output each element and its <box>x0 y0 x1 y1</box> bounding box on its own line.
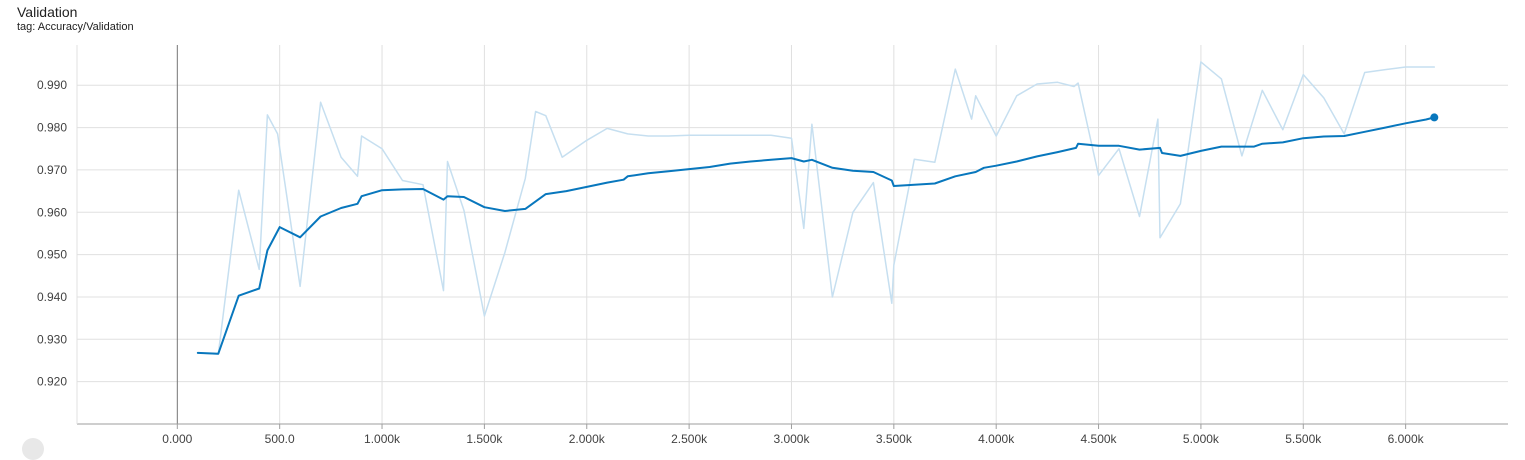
chart-tag-label: tag: Accuracy/Validation <box>17 21 134 33</box>
series-layer[interactable] <box>196 61 1439 355</box>
x-tick-label: 5.500k <box>1285 432 1322 446</box>
y-tick-label: 0.970 <box>37 163 67 177</box>
x-tick-label: 4.000k <box>978 432 1015 446</box>
y-tick-label: 0.980 <box>37 121 67 135</box>
x-tick-label: 2.500k <box>671 432 708 446</box>
axes <box>76 45 1508 429</box>
last-point-marker[interactable] <box>1430 113 1439 122</box>
x-tick-label: 0.000 <box>162 432 192 446</box>
raw-series-line <box>197 61 1436 355</box>
smoothed-series-line <box>196 116 1436 355</box>
y-tick-label: 0.930 <box>37 332 67 346</box>
y-tick-label: 0.960 <box>37 205 67 219</box>
x-tick-label: 3.000k <box>773 432 810 446</box>
x-tick-label: 2.000k <box>569 432 606 446</box>
x-tick-label: 1.500k <box>466 432 503 446</box>
y-tick-label: 0.940 <box>37 290 67 304</box>
chart-title: Validation <box>17 4 78 20</box>
accuracy-line-chart[interactable]: 0.920 0.930 0.940 0.950 0.960 0.970 0.980 0.990… <box>0 0 1525 448</box>
tick-labels: 0.920 0.930 0.940 0.950 0.960 0.970 0.980 0.990… <box>37 78 1425 446</box>
x-tick-label: 4.500k <box>1081 432 1118 446</box>
x-tick-label: 5.000k <box>1183 432 1220 446</box>
y-tick-label: 0.990 <box>37 78 67 92</box>
grid-lines <box>77 45 1508 424</box>
x-tick-label: 500.0 <box>265 432 295 446</box>
x-tick-label: 3.500k <box>876 432 913 446</box>
x-tick-label: 6.000k <box>1388 432 1425 446</box>
scroll-indicator <box>22 438 44 460</box>
y-tick-label: 0.920 <box>37 375 67 389</box>
x-tick-label: 1.000k <box>364 432 401 446</box>
y-tick-label: 0.950 <box>37 248 67 262</box>
